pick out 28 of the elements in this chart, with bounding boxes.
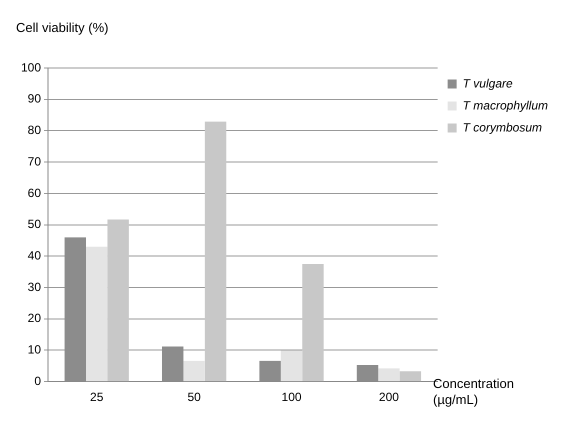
x-tick-label: 25 bbox=[90, 390, 104, 404]
y-tick-label: 100 bbox=[20, 60, 42, 74]
bar bbox=[302, 264, 324, 382]
bar bbox=[86, 246, 108, 382]
bar bbox=[280, 350, 302, 382]
x-tick-label: 50 bbox=[187, 390, 202, 404]
y-tick-label: 50 bbox=[28, 217, 42, 232]
y-tick-label: 70 bbox=[28, 154, 42, 168]
y-tick-label: 40 bbox=[28, 248, 42, 262]
bar bbox=[378, 368, 400, 382]
bar bbox=[400, 371, 422, 382]
x-tick-label: 200 bbox=[378, 390, 400, 404]
x-axis-title: Concentration (µg/mL) bbox=[433, 376, 515, 408]
y-tick-label: 10 bbox=[28, 342, 42, 357]
y-tick-label: 0 bbox=[34, 374, 42, 388]
y-tick-label: 90 bbox=[28, 92, 42, 106]
x-tick-label: 100 bbox=[282, 390, 302, 404]
legend-label: T macrophyllum bbox=[462, 98, 548, 112]
y-tick-label: 20 bbox=[28, 311, 42, 326]
bar bbox=[107, 219, 129, 382]
y-tick-label: 80 bbox=[28, 123, 42, 138]
y-tick-label: 30 bbox=[28, 280, 42, 294]
legend-label: T corymbosum bbox=[462, 120, 542, 134]
bar bbox=[183, 360, 205, 382]
y-tick-label: 60 bbox=[28, 186, 42, 200]
legend-label: T vulgare bbox=[462, 76, 513, 90]
bar bbox=[204, 122, 226, 382]
y-axis-title: Cell viability (%) bbox=[16, 20, 108, 35]
